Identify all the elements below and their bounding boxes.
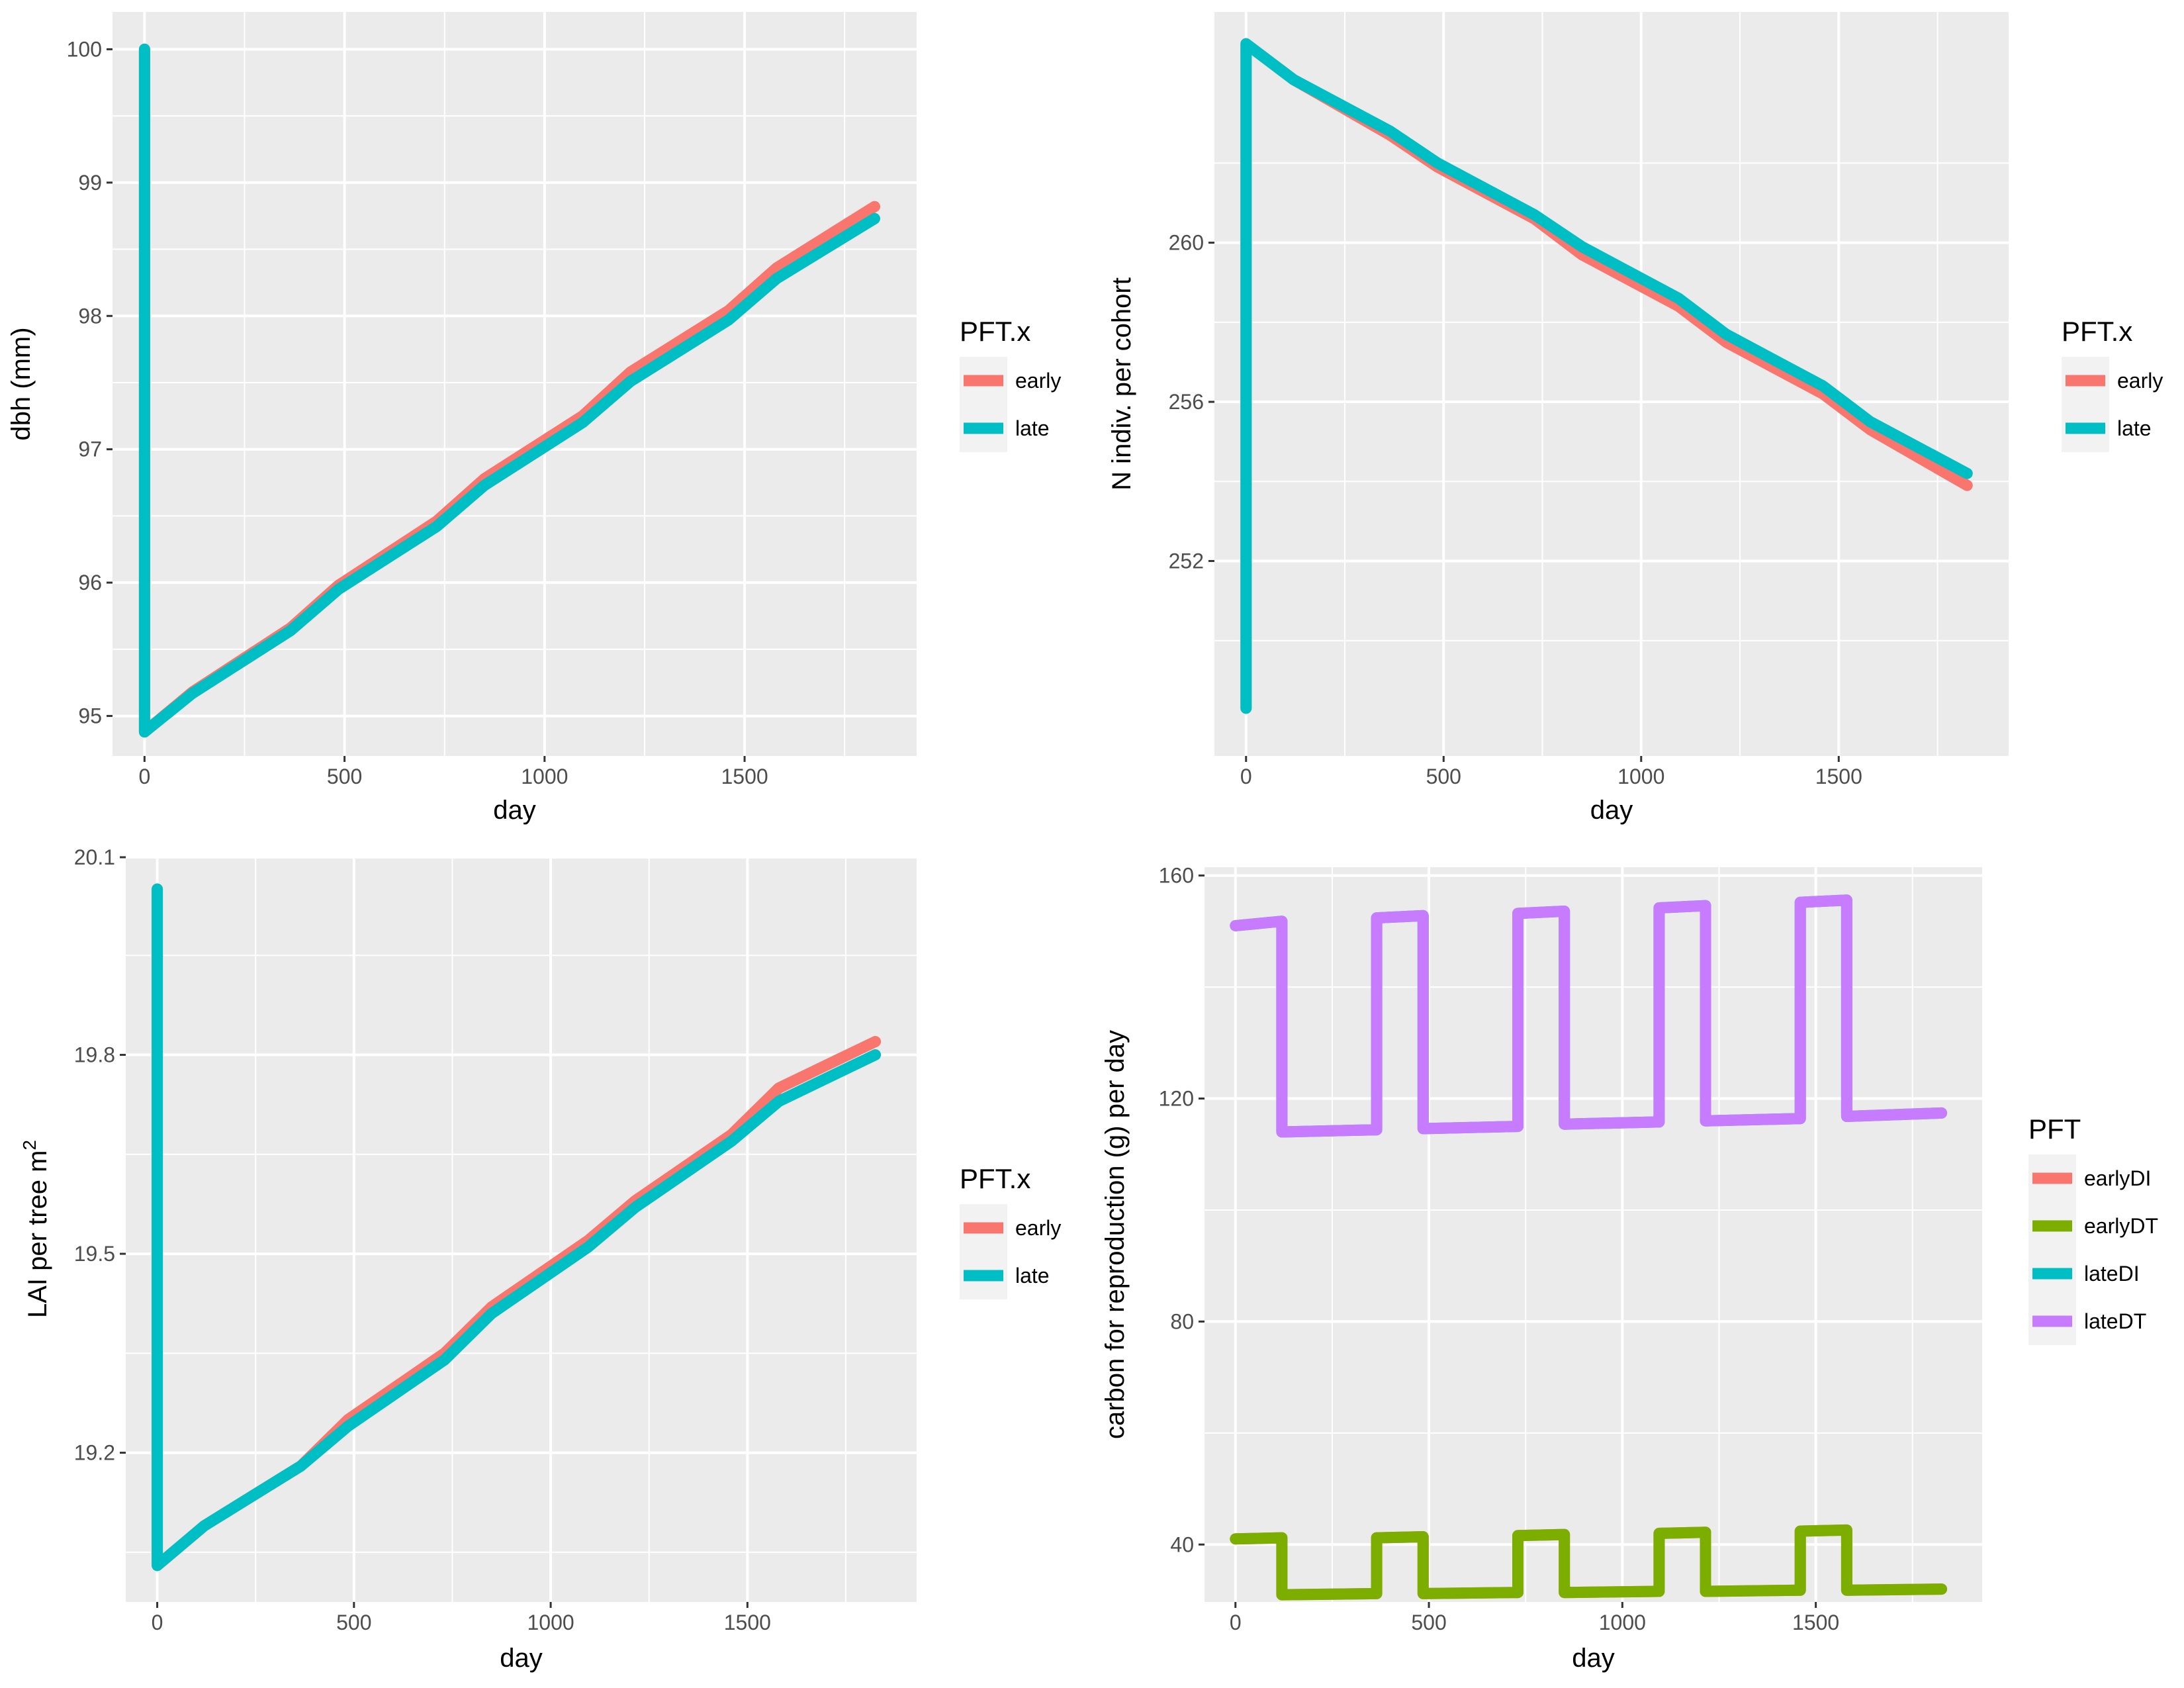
dbh-chart: 0 500 1000 1500 95 96 97 98 99 100 day dbh (mm) PFT.… — [7, 12, 1061, 825]
y-axis-label-superscript: 2 — [19, 1140, 40, 1150]
y-axis-label: N indiv. per cohort — [1107, 277, 1136, 491]
legend-label-late: late — [2117, 416, 2152, 440]
series-lines — [1230, 894, 1948, 1601]
grid — [1214, 12, 2009, 756]
plot-panel — [1205, 867, 1982, 1602]
x-axis-label: day — [1572, 1644, 1615, 1673]
legend-label-earlydt: earlyDT — [2084, 1214, 2158, 1238]
y-axis-label: carbon for reproduction (g) per day — [1101, 1030, 1130, 1439]
x-tick-label: 500 — [327, 765, 362, 788]
n-indiv-chart: 0 500 1000 1500 252 256 260 day N indiv. per coh… — [1107, 12, 2163, 825]
y-tick-label: 96 — [78, 571, 102, 594]
y-tick-label: 256 — [1169, 390, 1204, 414]
x-tick-label: 500 — [1411, 1611, 1446, 1634]
x-tick-label: 0 — [1240, 765, 1252, 788]
legend-label-latedi: lateDI — [2084, 1262, 2140, 1286]
legend-title: PFT.x — [960, 316, 1030, 347]
legend: PFT.x early late — [2062, 316, 2163, 452]
series-line-late — [152, 883, 882, 1571]
legend-label-early: early — [1015, 369, 1061, 393]
axis-ticks: 0 500 1000 1500 40 80 120 160 — [1159, 864, 1840, 1634]
series-line-latedt — [1230, 894, 1948, 1138]
legend-title: PFT.x — [2062, 316, 2132, 347]
x-tick-label: 1000 — [1599, 1611, 1646, 1634]
x-tick-label: 1500 — [1792, 1611, 1839, 1634]
series-line-earlydt — [1230, 1524, 1948, 1601]
plot-panel — [1214, 12, 2009, 756]
axis-ticks: 0 500 1000 1500 95 96 97 98 99 100 — [67, 37, 768, 788]
y-tick-label: 100 — [67, 37, 102, 61]
x-tick-label: 1500 — [724, 1611, 771, 1634]
y-tick-label: 98 — [78, 304, 102, 328]
carbon-reproduction-chart: 0 500 1000 1500 40 80 120 160 day carbon for repr… — [1101, 864, 2158, 1673]
grid — [1205, 867, 1982, 1602]
y-tick-label: 40 — [1170, 1532, 1194, 1556]
series-lines — [152, 883, 882, 1571]
x-tick-label: 1000 — [1617, 765, 1664, 788]
series-lines — [138, 43, 880, 738]
x-tick-label: 0 — [1230, 1611, 1242, 1634]
x-axis-label: day — [493, 796, 536, 825]
y-tick-label: 80 — [1170, 1309, 1194, 1333]
series-line-late — [138, 43, 880, 738]
x-tick-label: 1500 — [1815, 765, 1862, 788]
legend-label-late: late — [1015, 416, 1050, 440]
legend-label-late: late — [1015, 1264, 1050, 1288]
axis-ticks: 0 500 1000 1500 19.2 19.5 19.8 20.1 — [74, 845, 771, 1634]
y-tick-label: 95 — [78, 704, 102, 728]
y-axis-label: LAI per tree m2 — [19, 1140, 52, 1318]
legend-label-latedt: lateDT — [2084, 1309, 2146, 1333]
x-tick-label: 1000 — [527, 1611, 574, 1634]
y-tick-label: 20.1 — [74, 845, 115, 869]
plot-panel — [126, 856, 917, 1602]
y-tick-label: 260 — [1169, 231, 1204, 255]
y-axis-label: dbh (mm) — [7, 327, 36, 440]
y-tick-label: 99 — [78, 171, 102, 195]
axis-ticks: 0 500 1000 1500 252 256 260 — [1169, 231, 1862, 788]
y-tick-label: 19.2 — [74, 1441, 115, 1465]
legend-label-early: early — [1015, 1216, 1061, 1240]
plot-panel — [113, 12, 917, 756]
x-axis-label: day — [1590, 796, 1633, 825]
legend-label-earlydi: earlyDI — [2084, 1166, 2151, 1190]
series-lines — [1240, 38, 1973, 714]
legend: PFT.x early late — [960, 316, 1061, 452]
lai-chart: 0 500 1000 1500 19.2 19.5 19.8 20.1 day LAI per t… — [19, 845, 1061, 1673]
x-tick-label: 1500 — [721, 765, 768, 788]
series-line-late — [1240, 38, 1973, 714]
legend-title: PFT — [2028, 1113, 2081, 1145]
y-tick-label: 252 — [1169, 549, 1204, 573]
y-tick-label: 160 — [1159, 864, 1194, 888]
x-axis-label: day — [500, 1644, 543, 1673]
legend-label-early: early — [2117, 369, 2163, 393]
legend-title: PFT.x — [960, 1163, 1030, 1194]
legend: PFT.x early late — [960, 1163, 1061, 1299]
y-tick-label: 19.8 — [74, 1043, 115, 1067]
y-tick-label: 97 — [78, 438, 102, 461]
x-tick-label: 0 — [138, 765, 150, 788]
x-tick-label: 500 — [1426, 765, 1461, 788]
y-tick-label: 120 — [1159, 1087, 1194, 1111]
x-tick-label: 1000 — [521, 765, 568, 788]
grid — [113, 12, 917, 756]
grid — [126, 856, 917, 1602]
y-tick-label: 19.5 — [74, 1242, 115, 1266]
x-tick-label: 500 — [336, 1611, 371, 1634]
x-tick-label: 0 — [152, 1611, 163, 1634]
